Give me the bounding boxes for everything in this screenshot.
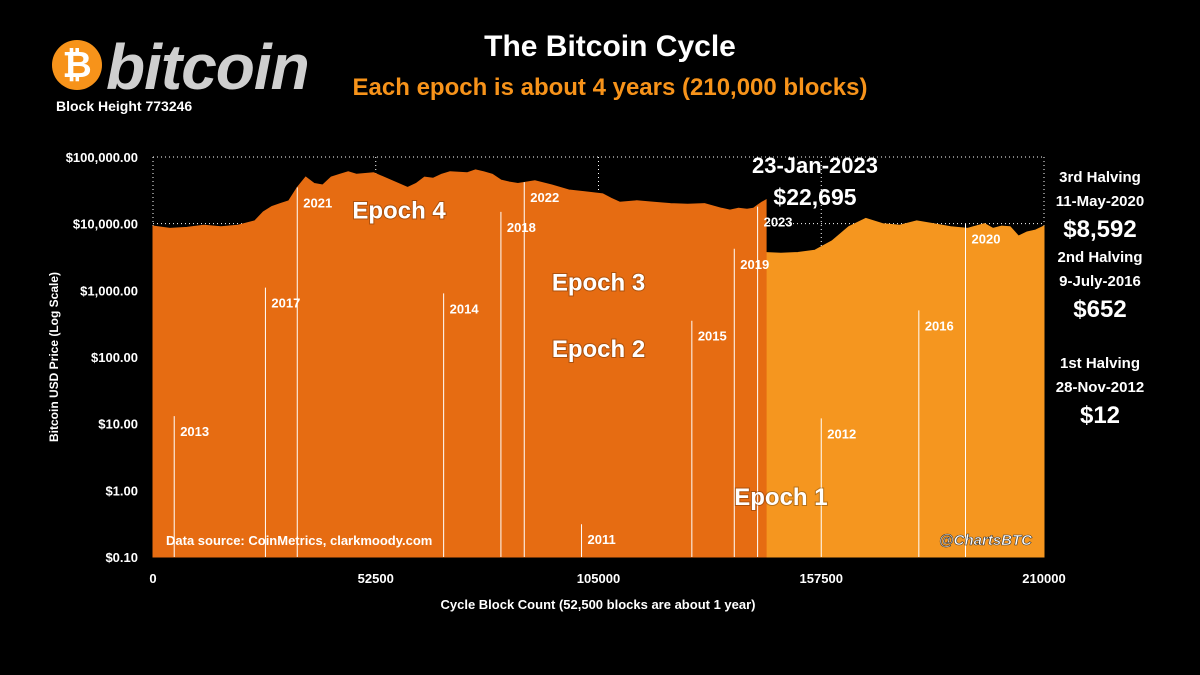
chart-subtitle: Each epoch is about 4 years (210,000 blo…	[352, 74, 868, 101]
chart-title: The Bitcoin Cycle	[484, 30, 736, 63]
year-marker-label: 2023	[764, 215, 793, 230]
y-tick-label: $10.00	[98, 417, 138, 432]
x-tick-label: 0	[149, 571, 156, 586]
x-tick-label: 52500	[358, 571, 394, 586]
halving-date: 11-May-2020	[1055, 193, 1145, 210]
latest-date: 23-Jan-2023	[752, 153, 878, 178]
y-tick-label: $1,000.00	[80, 283, 138, 298]
year-marker-label: 2020	[972, 232, 1001, 247]
epoch-4-label: Epoch 4	[352, 197, 446, 224]
year-marker-label: 2016	[925, 318, 954, 333]
halving-price: $12	[1079, 402, 1121, 429]
x-axis-label: Cycle Block Count (52,500 blocks are abo…	[440, 597, 755, 612]
x-tick-label: 210000	[1022, 571, 1065, 586]
bitcoin-logo-text: bitcoin	[106, 31, 310, 103]
axis-layer: $0.10 $1.00 $10.00 $100.00 $1,000.00 $10,000.…	[66, 150, 1066, 586]
x-tick-label: 157500	[800, 571, 843, 586]
y-tick-label: $100.00	[91, 350, 138, 365]
watermark-annotation: @ChartsBTC	[939, 532, 1033, 549]
latest-price: $22,695	[773, 184, 857, 210]
area-layer	[152, 169, 1045, 558]
epoch-4-area	[152, 169, 767, 558]
y-tick-label: $10,000.00	[73, 217, 138, 232]
year-marker-label: 2013	[180, 424, 209, 439]
halving-3rd: 3rd Halving 11-May-2020 $8,592	[1040, 166, 1160, 246]
halving-date: 9-July-2016	[1059, 273, 1141, 290]
y-tick-label: $1.00	[105, 483, 138, 498]
latest-price-callout: 23-Jan-2023 $22,695	[740, 152, 890, 214]
epoch-1-label: Epoch 1	[734, 484, 827, 511]
block-height: Block Height 773246	[56, 98, 193, 114]
year-marker-label: 2014	[450, 301, 480, 316]
halving-price: $652	[1073, 296, 1127, 323]
halving-2nd: 2nd Halving 9-July-2016 $652	[1040, 246, 1160, 326]
x-tick-label: 105000	[577, 571, 620, 586]
halving-name: 2nd Halving	[1057, 249, 1143, 266]
epoch-label-layer: Epoch 1 Epoch 2 Epoch 3 Epoch 4	[351, 196, 828, 512]
year-marker-label: 2017	[271, 296, 300, 311]
bitcoin-logo-icon: ₿	[52, 40, 102, 90]
year-marker-label: 2018	[507, 220, 536, 235]
year-marker-label: 2015	[698, 329, 727, 344]
year-marker-label: 2021	[303, 195, 332, 210]
y-tick-label: $0.10	[105, 550, 138, 565]
halving-1st: 1st Halving 28-Nov-2012 $12	[1040, 352, 1160, 432]
year-marker-layer: 2011 2012 2013 2014 2015 2016 2017 2018 2019 2020…	[173, 182, 1001, 557]
halving-price: $8,592	[1063, 216, 1137, 243]
year-marker-label: 2011	[588, 532, 616, 547]
halving-name: 1st Halving	[1059, 355, 1141, 372]
data-source-annotation: Data source: CoinMetrics, clarkmoody.com	[166, 533, 432, 548]
halving-date: 28-Nov-2012	[1055, 379, 1145, 396]
year-marker-label: 2019	[740, 257, 769, 272]
y-tick-label: $100,000.00	[66, 150, 138, 165]
epoch-2-label: Epoch 2	[552, 336, 645, 363]
epoch-3-label: Epoch 3	[552, 269, 645, 296]
y-axis-label: Bitcoin USD Price (Log Scale)	[47, 272, 61, 442]
year-marker-label: 2012	[827, 426, 856, 441]
year-marker-label: 2022	[530, 190, 559, 205]
halving-name: 3rd Halving	[1059, 169, 1141, 186]
